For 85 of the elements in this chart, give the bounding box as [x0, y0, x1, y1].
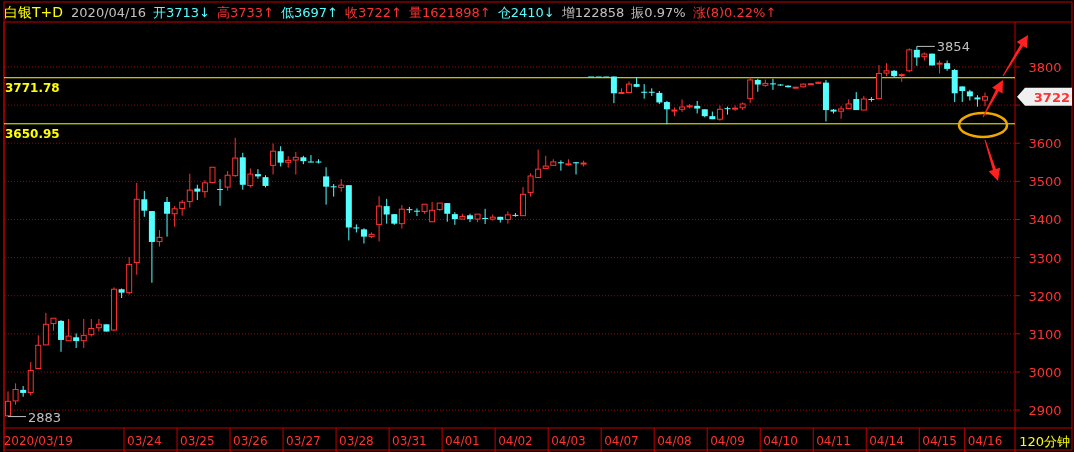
x-tick-label: 03/28 — [339, 434, 374, 448]
text: 量1621898↑ — [408, 5, 491, 20]
candlestick — [330, 183, 337, 198]
candlestick — [186, 173, 193, 209]
text: 收3722↑ — [344, 5, 402, 20]
y-tick-label: 3800 — [1028, 59, 1062, 75]
x-tick-label: 04/14 — [869, 434, 904, 448]
candlestick — [482, 208, 489, 225]
candlestick — [42, 312, 49, 346]
y-tick-label: 3400 — [1028, 212, 1062, 228]
candlestick — [164, 196, 171, 238]
candlestick — [769, 78, 776, 91]
candlestick — [913, 45, 920, 67]
candlestick — [573, 161, 580, 175]
candlestick — [65, 318, 72, 342]
x-tick-label: 04/01 — [445, 434, 480, 448]
y-tick-label: 3200 — [1028, 288, 1062, 304]
candlestick — [982, 92, 988, 107]
candlestick — [141, 190, 148, 218]
annotation: 2883 — [28, 409, 62, 425]
candlestick — [663, 100, 670, 125]
x-tick-label: 04/15 — [922, 434, 957, 448]
x-tick-label: 04/09 — [710, 434, 745, 448]
candlestick — [20, 385, 27, 398]
candlestick — [732, 104, 739, 112]
y-tick-label: 3500 — [1028, 174, 1062, 190]
candlestick — [838, 105, 845, 120]
y-tick-label: 2900 — [1028, 403, 1062, 419]
candlestick — [398, 204, 405, 230]
candlestick — [292, 151, 299, 175]
text: 仓2410↓ — [497, 5, 555, 20]
candlestick — [504, 210, 511, 225]
x-tick-label: 04/02 — [498, 434, 533, 448]
text: 3722 — [1033, 89, 1070, 105]
text: 2020/04/16 — [71, 5, 146, 20]
candlestick — [413, 207, 420, 217]
annotation: 3854 — [936, 39, 970, 55]
candlestick — [557, 159, 564, 172]
y-tick-label: 3100 — [1028, 326, 1062, 342]
y-tick-label: 3600 — [1028, 136, 1062, 152]
x-tick-label: 03/27 — [286, 434, 321, 448]
y-tick-label: 3000 — [1028, 364, 1062, 380]
candlestick — [58, 319, 65, 353]
x-tick-label: 04/16 — [967, 434, 1003, 448]
candlestick — [610, 76, 617, 104]
x-tick-label: 03/26 — [233, 434, 268, 448]
candlestick — [906, 47, 913, 73]
candlestick — [747, 76, 754, 104]
ref-line-label: 3650.95 — [5, 126, 60, 141]
candlestick — [27, 361, 34, 397]
candlestick — [444, 202, 451, 223]
text: 高3733↑ — [216, 5, 274, 20]
candlestick — [270, 143, 277, 175]
text: 低3697↑ — [280, 5, 338, 20]
text: 涨(8)0.22%↑ — [692, 5, 777, 20]
candlestick — [323, 166, 330, 206]
x-tick-label: 04/08 — [657, 434, 692, 448]
candlestick — [466, 213, 473, 223]
y-tick-label: 3300 — [1028, 250, 1062, 266]
text: 振0.97% — [631, 5, 686, 20]
candlestick — [376, 195, 383, 243]
x-axis-title: 120分钟 — [1019, 434, 1070, 449]
x-tick-label: 04/10 — [763, 434, 798, 448]
candlestick — [966, 89, 973, 102]
candlestick — [95, 318, 102, 333]
candlestick — [247, 167, 254, 188]
candlestick — [277, 145, 284, 167]
candlestick — [641, 83, 648, 100]
candlestick — [360, 227, 367, 244]
candlestick — [80, 318, 87, 349]
x-tick-label: 03/24 — [127, 434, 162, 448]
candlestick — [974, 94, 981, 108]
x-tick-label: 04/03 — [551, 434, 586, 448]
ref-line-label: 3771.78 — [5, 80, 60, 95]
chart-title: 白银T+D — [4, 4, 64, 20]
text: 增122858 — [560, 5, 625, 20]
x-tick-label: 04/07 — [604, 434, 639, 448]
candlestick — [35, 334, 42, 370]
x-tick-label: 03/31 — [392, 434, 427, 448]
candlestick — [307, 154, 314, 163]
x-tick-label: 04/11 — [816, 434, 851, 448]
x-tick-label: 03/25 — [180, 434, 215, 448]
candlestick — [520, 186, 527, 217]
text: 开3713↓ — [153, 5, 210, 20]
candlestick — [217, 178, 224, 207]
